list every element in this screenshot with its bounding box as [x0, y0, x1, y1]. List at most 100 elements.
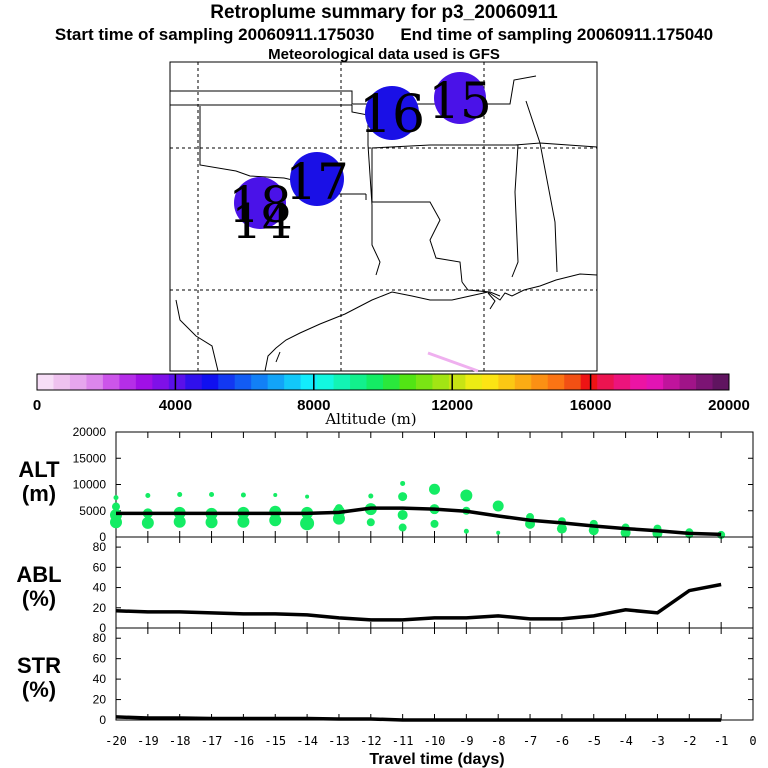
- colorbar-swatch: [679, 374, 697, 390]
- colorbar-swatch: [613, 374, 631, 390]
- time-series-panels: 05000100001500020000ALT(m)020406080ABL(%…: [16, 425, 756, 748]
- data-point: [177, 491, 183, 497]
- y-tick-label: 80: [93, 631, 107, 645]
- colorbar-swatch: [630, 374, 648, 390]
- colorbar-swatch: [498, 374, 516, 390]
- colorbar-tick-label: 20000: [708, 397, 750, 414]
- colorbar-swatch: [646, 374, 664, 390]
- data-point: [397, 509, 408, 520]
- colorbar-swatch: [201, 374, 219, 390]
- day-label-18: 18: [228, 176, 292, 234]
- data-point: [209, 491, 215, 497]
- mean-altitude-line: [116, 506, 722, 537]
- x-tick-label: -12: [360, 734, 382, 748]
- y-tick-label: 0: [99, 530, 106, 544]
- data-point: [429, 483, 440, 495]
- y-tick-label: 20: [93, 601, 107, 615]
- colorbar-label: Altitude (m): [324, 410, 416, 428]
- colorbar-swatch: [696, 374, 714, 390]
- data-point: [305, 494, 310, 499]
- colorbar-swatch: [415, 374, 433, 390]
- colorbar-swatch: [547, 374, 565, 390]
- x-tick-label: -11: [392, 734, 414, 748]
- sampling-times: Start time of sampling 20060911.175030 En…: [0, 25, 768, 45]
- data-point: [496, 530, 501, 535]
- data-point: [463, 528, 469, 534]
- end-time-label: End time of sampling 20060911.175040: [400, 25, 714, 44]
- data-point: [556, 523, 567, 534]
- y-tick-label: 5000: [79, 504, 106, 518]
- colorbar-tick-labels: 0 4000 8000 12000 16000 20000: [33, 397, 750, 414]
- x-tick-label: -14: [296, 734, 318, 748]
- plume-markers: 16 15 17 18 14: [228, 72, 492, 250]
- colorbar-swatch: [119, 374, 137, 390]
- colorbar-frame: [36, 373, 730, 391]
- colorbar-swatch: [481, 374, 499, 390]
- plume-marker-17: [290, 152, 344, 206]
- y-tick-label: 15000: [73, 451, 107, 465]
- plume-marker-15: [434, 72, 486, 124]
- plume-marker-16: [365, 86, 419, 140]
- altitude-colorbar: [36, 373, 730, 391]
- y-tick-label: 40: [93, 581, 107, 595]
- y-tick-label: 20000: [73, 425, 107, 439]
- data-point: [273, 493, 278, 497]
- x-tick-label: -16: [233, 734, 255, 748]
- colorbar-swatch: [712, 374, 730, 390]
- colorbar-swatch: [399, 374, 417, 390]
- x-tick-label: -3: [650, 734, 664, 748]
- map-panel: 16 15 17 18 14: [169, 61, 598, 373]
- colorbar-tick-label: 16000: [570, 397, 612, 414]
- colorbar-swatch: [432, 374, 450, 390]
- chart-title: Retroplume summary for p3_20060911: [210, 2, 558, 23]
- x-tick-label: -20: [105, 734, 127, 748]
- colorbar-swatch: [383, 374, 400, 390]
- y-tick-label: 40: [93, 672, 107, 686]
- colorbar-swatch: [251, 374, 269, 390]
- x-tick-label: -10: [424, 734, 446, 748]
- data-point: [145, 493, 151, 499]
- colorbar-swatch: [350, 374, 368, 390]
- colorbar-swatch: [69, 374, 87, 390]
- x-tick-label: -1: [714, 734, 728, 748]
- day-label-16: 16: [359, 85, 425, 145]
- colorbar-swatch: [300, 374, 318, 390]
- y-tick-label: 60: [93, 652, 107, 666]
- day-label-14: 14: [231, 194, 292, 250]
- data-point: [334, 504, 343, 513]
- colorbar-swatch: [317, 374, 335, 390]
- panel-frame: [115, 627, 754, 721]
- data-point: [141, 516, 154, 529]
- x-tick-label: -19: [137, 734, 159, 748]
- colorbar-swatch: [564, 374, 582, 390]
- plume-trace: [427, 351, 479, 373]
- x-tick-label: -15: [264, 734, 286, 748]
- y-tick-label: 10000: [73, 478, 107, 492]
- data-point: [240, 492, 246, 498]
- panel-alt: 0 5000 10000 15000 20000 ALT(m): [18, 425, 754, 544]
- coastline: [175, 273, 598, 372]
- x-tick-label: 0: [749, 734, 756, 748]
- data-point: [237, 515, 250, 528]
- data-point: [113, 495, 119, 501]
- colorbar-swatch: [284, 374, 302, 390]
- state-borders: [170, 75, 598, 297]
- colorbar-swatch: [663, 374, 681, 390]
- series-line: [115, 582, 722, 622]
- colorbar-swatch: [514, 374, 532, 390]
- panel-label: STR: [17, 653, 61, 678]
- data-point: [398, 492, 408, 502]
- data-point: [368, 493, 374, 499]
- data-point: [173, 515, 186, 528]
- colorbar-swatch: [448, 374, 466, 390]
- data-point: [460, 489, 473, 502]
- colorbar-swatch: [152, 374, 170, 390]
- x-tick-label: -2: [682, 734, 696, 748]
- colorbar-swatch: [102, 374, 120, 390]
- colorbar-swatch: [580, 374, 598, 390]
- colorbar-swatch: [267, 374, 285, 390]
- data-point: [366, 518, 375, 527]
- panel-abl: 0 20 40 60 80 ABL(%): [16, 536, 754, 635]
- day-label-15: 15: [428, 72, 492, 130]
